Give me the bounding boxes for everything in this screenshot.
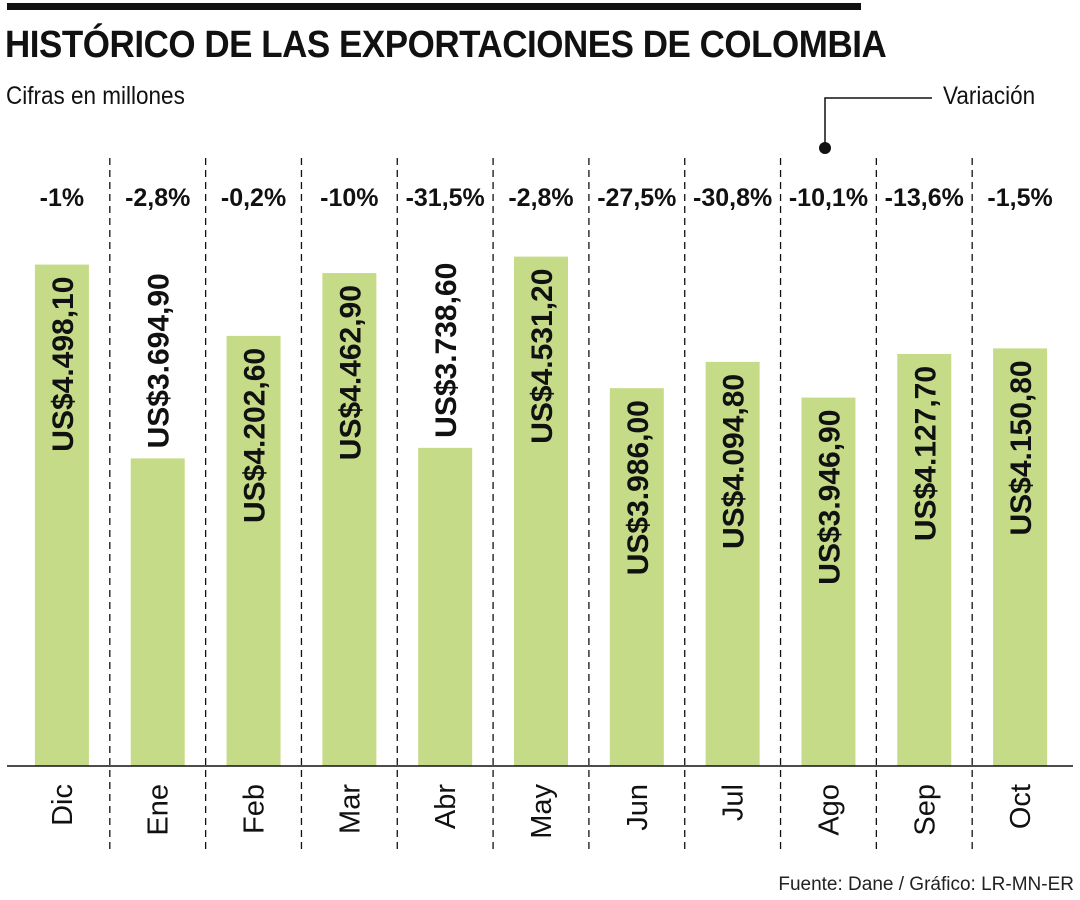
- variation-leader-line: [824, 97, 932, 148]
- category-label: Ene: [143, 784, 175, 836]
- chart-subtitle: Cifras en millones: [6, 82, 185, 110]
- variation-label: -10%: [320, 184, 378, 212]
- variation-label: -10,1%: [789, 184, 868, 212]
- category-label: Dic: [47, 784, 79, 826]
- category-label: Sep: [909, 784, 941, 836]
- value-label: US$4.202,60: [239, 348, 272, 523]
- source-note: Fuente: Dane / Gráfico: LR-MN-ER: [778, 874, 1074, 895]
- variation-leader-dot: [819, 142, 831, 154]
- bar: [897, 353, 952, 766]
- variation-label: -30,8%: [693, 184, 772, 212]
- bar: [801, 397, 856, 766]
- bar: [34, 264, 89, 766]
- bar: [609, 388, 664, 766]
- variation-label: -1%: [40, 184, 84, 212]
- chart-title: HISTÓRICO DE LAS EXPORTACIONES DE COLOMB…: [5, 24, 887, 66]
- bar: [130, 458, 185, 766]
- value-label: US$4.150,80: [1005, 360, 1038, 535]
- category-label: Ago: [813, 784, 845, 836]
- value-label: US$3.946,90: [813, 410, 846, 585]
- category-label: Feb: [239, 784, 271, 834]
- category-label: Mar: [334, 784, 366, 834]
- value-label: US$4.498,10: [47, 277, 80, 452]
- bar: [322, 273, 377, 766]
- value-label: US$3.738,60: [430, 263, 463, 438]
- variation-label: -2,8%: [508, 184, 573, 212]
- category-label: May: [526, 784, 558, 839]
- bar: [514, 256, 568, 766]
- bar: [226, 335, 281, 766]
- variation-label: -31,5%: [406, 184, 485, 212]
- category-label: Jun: [622, 784, 654, 831]
- variation-label: Variación: [943, 82, 1036, 110]
- category-label: Abr: [430, 784, 462, 829]
- variation-label: -27,5%: [597, 184, 676, 212]
- value-label: US$3.986,00: [622, 400, 655, 575]
- top-rule: [7, 3, 861, 10]
- value-label: US$4.462,90: [334, 285, 367, 460]
- value-label: US$4.127,70: [909, 366, 942, 541]
- bar: [418, 447, 473, 766]
- category-label: Oct: [1005, 784, 1037, 829]
- variation-label: -1,5%: [987, 184, 1052, 212]
- value-label: US$4.531,20: [526, 269, 559, 444]
- variation-label: -0,2%: [221, 184, 286, 212]
- category-label: Jul: [718, 784, 750, 821]
- variation-label: -13,6%: [885, 184, 964, 212]
- bar: [993, 348, 1048, 766]
- value-label: US$3.694,90: [143, 273, 176, 448]
- variation-label: -2,8%: [125, 184, 190, 212]
- value-label: US$4.094,80: [718, 374, 751, 549]
- bar: [705, 361, 760, 766]
